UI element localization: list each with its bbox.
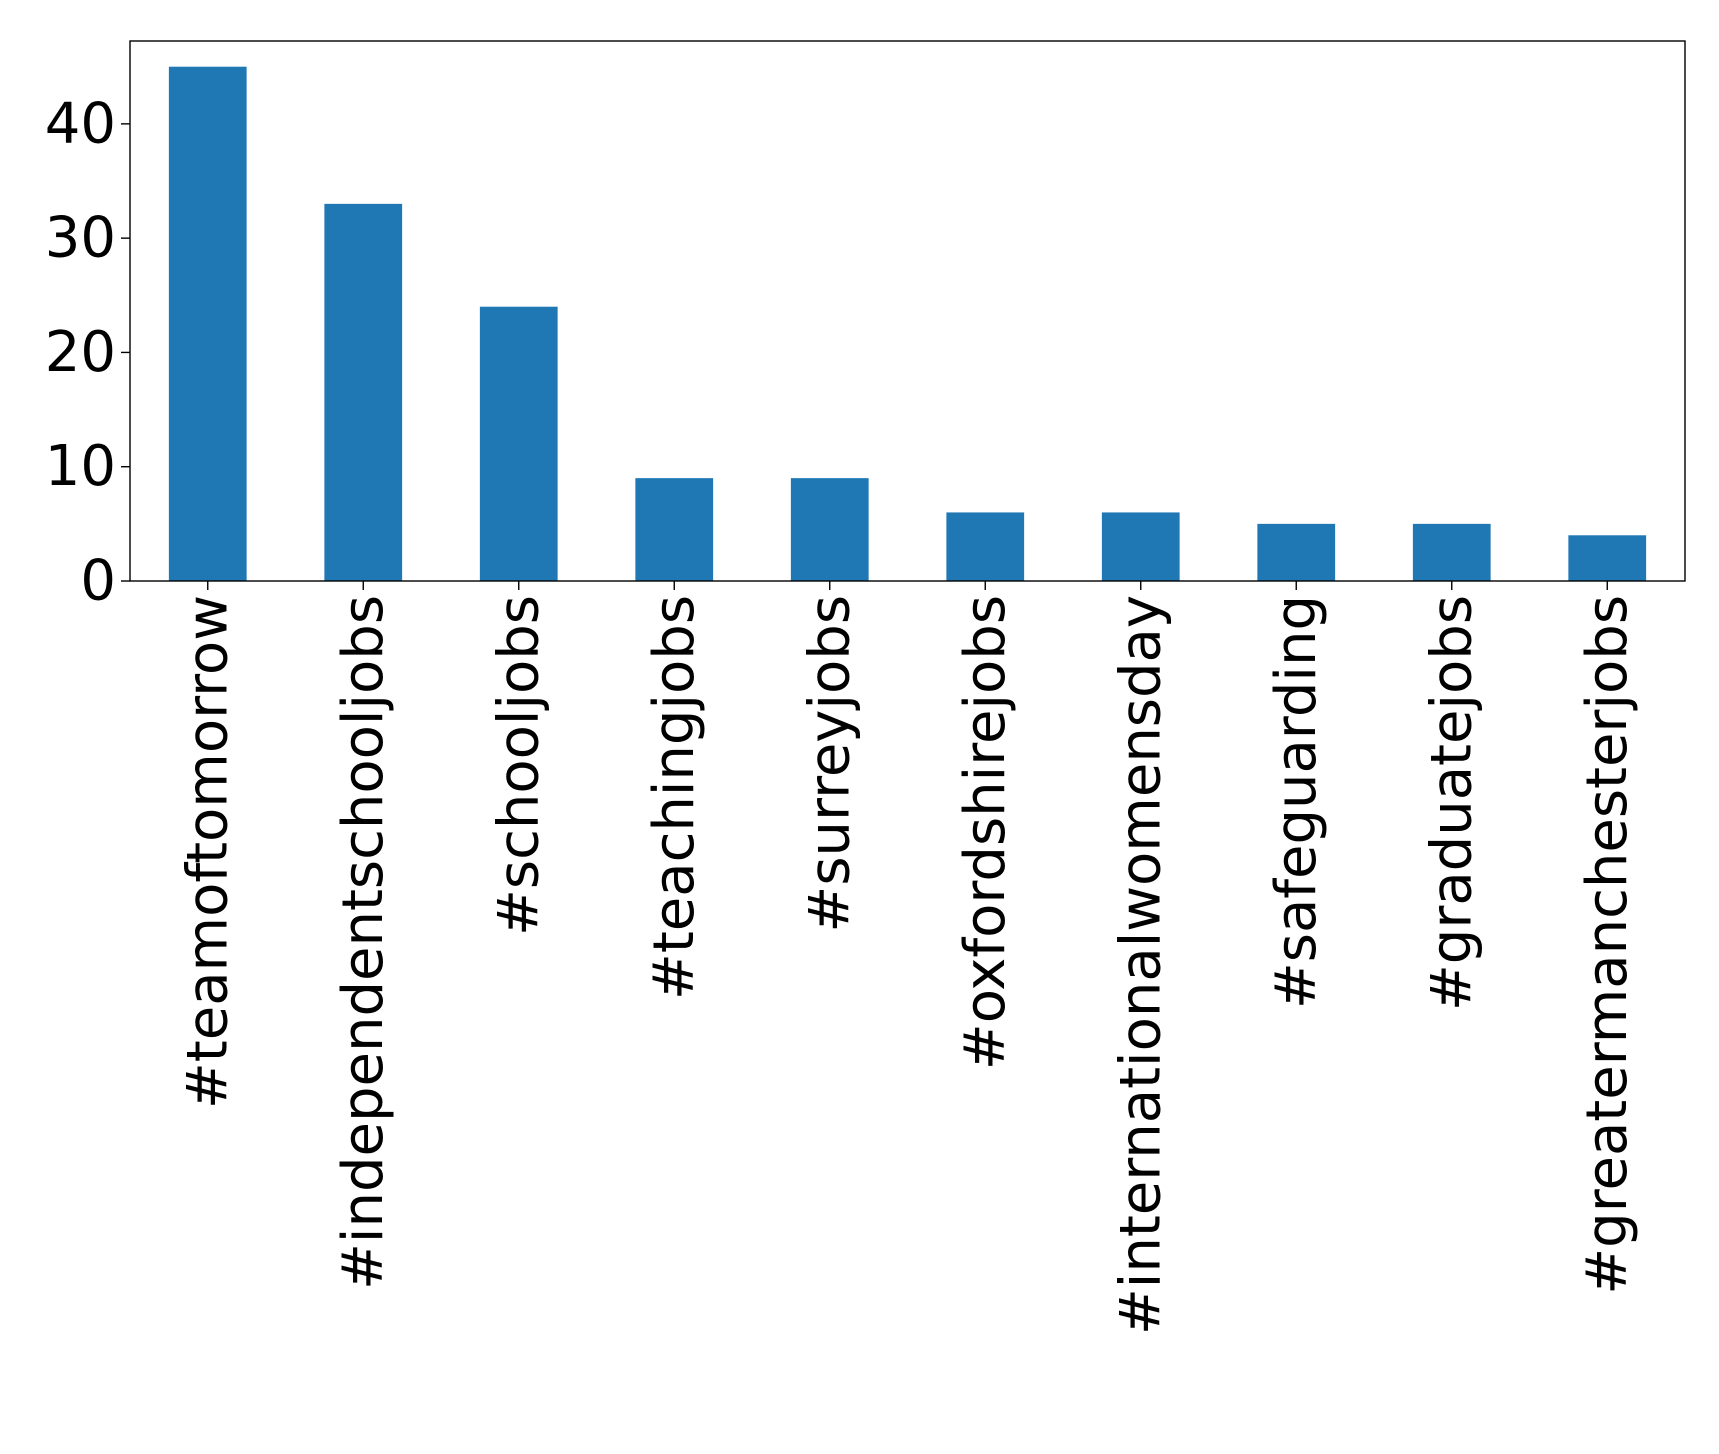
bars-group [168,66,1647,581]
x-tick-label-schooljobs: #schooljobs [486,595,551,936]
x-tick-label-surreyjobs: #surreyjobs [797,595,862,933]
bar-safeguarding [1257,523,1336,581]
plot-frame [129,40,1686,582]
x-tick-label-graduatejobs: #graduatejobs [1419,595,1484,1011]
bar-graduatejobs [1412,523,1491,581]
y-tick-label: 30 [45,206,116,271]
x-tick-label-teamoftomorrow: #teamoftomorrow [175,595,240,1109]
x-tick-label-internationalwomensday: #internationalwomensday [1108,595,1173,1335]
x-tick-label-teachingjobs: #teachingjobs [642,595,707,1000]
y-tick-label: 0 [80,549,116,614]
x-tick-label-greatermanchesterjobs: #greatermanchesterjobs [1575,595,1640,1295]
bar-surreyjobs [790,478,869,581]
bar-schooljobs [479,306,558,581]
y-tick-label: 40 [45,91,116,156]
bar-independentschooljobs [324,203,403,581]
x-tick-label-safeguarding: #safeguarding [1264,595,1329,1009]
bar-internationalwomensday [1101,512,1180,581]
y-tick-label: 10 [45,434,116,499]
y-tick-label: 20 [45,320,116,385]
bar-teamoftomorrow [168,66,247,581]
y-axis: 0 10 20 30 40 [45,91,130,614]
bar-greatermanchesterjobs [1568,535,1647,581]
bar-oxfordshirejobs [946,512,1025,581]
x-tick-label-oxfordshirejobs: #oxfordshirejobs [953,595,1018,1070]
x-tick-label-independentschooljobs: #independentschooljobs [331,595,396,1290]
x-axis: #teamoftomorrow #independentschooljobs #sc… [175,581,1640,1335]
bar-teachingjobs [635,478,714,581]
